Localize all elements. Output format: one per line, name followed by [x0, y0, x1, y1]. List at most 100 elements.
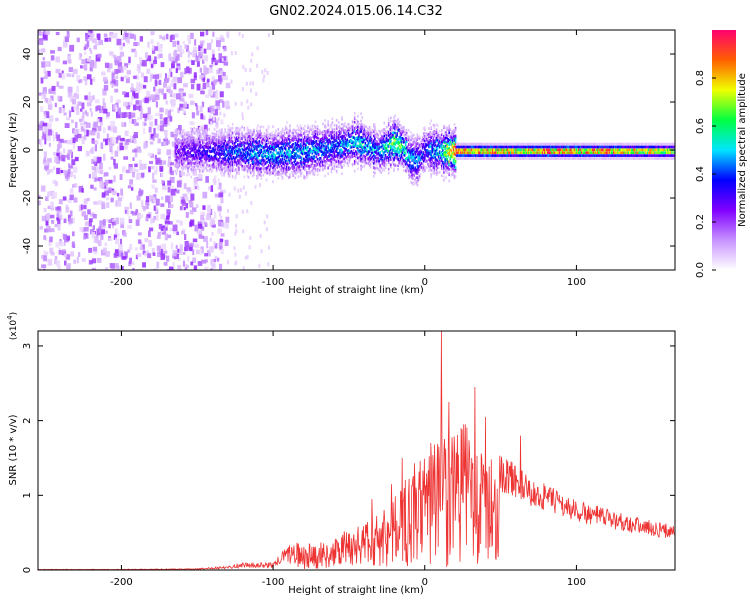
spectrogram-cell [170, 131, 174, 138]
spectrogram-cell [330, 154, 333, 157]
spectrogram-cell [333, 123, 336, 127]
spectrogram-cell [234, 163, 236, 166]
spectrogram-cell [222, 72, 226, 76]
spectrogram-cell [99, 220, 104, 227]
spectrogram-cell [261, 166, 264, 169]
spectrogram-cell [261, 162, 264, 165]
spectrogram-cell [389, 128, 391, 131]
spectrogram-cell [413, 150, 415, 153]
spectrogram-cell [243, 135, 246, 139]
spectrogram-cell [259, 167, 261, 171]
spectrogram-cell [281, 149, 284, 153]
spectrogram-cell [399, 137, 402, 141]
spectrogram-cell [182, 41, 185, 45]
spectrogram-cell [198, 145, 201, 149]
spectrogram-cell [289, 130, 291, 133]
spectrogram-cell [220, 135, 222, 138]
spectrogram-cell [338, 161, 340, 165]
spectrogram-cell [288, 154, 290, 157]
spectrogram-cell [380, 156, 383, 159]
spectrogram-cell [45, 30, 50, 35]
spectrogram-cell [387, 134, 390, 137]
spectrogram-cell [192, 156, 195, 160]
spectrogram-cell [73, 174, 76, 179]
spectrogram-cell [176, 144, 179, 148]
spectrogram-cell [180, 159, 183, 163]
spectrogram-cell [409, 151, 411, 154]
spectrogram-cell [219, 245, 223, 250]
spectrogram-cell [190, 146, 192, 149]
spectrogram-cell [381, 135, 384, 138]
spectrogram-cell [243, 159, 246, 163]
spectrogram-cell [175, 68, 178, 73]
spectrogram-cell [241, 158, 243, 161]
spectrogram-cell [194, 146, 197, 150]
spectrogram-cell [67, 139, 73, 145]
spectrogram-cell [211, 169, 214, 173]
spectrogram-cell [358, 128, 360, 132]
spectrogram-cell [219, 70, 225, 78]
spectrogram-cell [412, 148, 414, 152]
spectrogram-cell [211, 136, 214, 139]
spectrogram-cell [226, 102, 229, 107]
spectrogram-cell [263, 134, 266, 138]
spectrogram-cell [314, 167, 317, 171]
spectrogram-cell [411, 155, 413, 158]
spectrogram-cell [95, 177, 98, 182]
spectrogram-cell [416, 167, 419, 171]
spectrogram-cell [416, 133, 419, 136]
spectrogram-cell [248, 166, 251, 169]
spectrogram-cell [381, 141, 384, 144]
spectrogram-cell [273, 156, 275, 160]
spectrogram-cell [370, 160, 373, 163]
spectrogram-cell [315, 155, 318, 159]
spectrogram-cell [167, 110, 171, 118]
spectrogram-cell [111, 82, 114, 88]
spectrogram-cell [381, 161, 384, 164]
spectrogram-cell [349, 134, 352, 137]
spectrogram-cell [340, 143, 342, 146]
spectrogram-cell [183, 128, 185, 132]
spectrogram-cell [349, 151, 352, 154]
spectrogram-cell [94, 42, 100, 46]
spectrogram-cell [224, 152, 226, 156]
spectrogram-cell [363, 160, 366, 164]
spectrogram-cell [399, 124, 402, 128]
spectrogram-cell [284, 171, 287, 175]
spectrogram-cell [71, 159, 76, 166]
spectrogram-cell [341, 141, 343, 144]
spectrogram-cell [68, 92, 73, 96]
spectrogram-cell [344, 140, 346, 144]
spectrogram-cell [286, 121, 288, 124]
spectrogram-cell [197, 149, 200, 153]
spectrogram-cell [173, 51, 178, 56]
spectrogram-cell [115, 263, 119, 269]
spectrogram-cell [122, 166, 126, 173]
spectrogram-cell [293, 148, 295, 152]
spectrogram-cell [373, 166, 375, 170]
spectrogram-cell [217, 116, 220, 121]
spectrogram-cell [267, 158, 270, 162]
spectrogram-cell [86, 40, 90, 48]
spectrogram-cell [376, 134, 378, 137]
spectrogram-cell [42, 57, 45, 61]
spectrogram-cell [252, 157, 254, 160]
spectrogram-cell [288, 138, 290, 141]
spectrogram-cell [89, 95, 93, 102]
spectrogram-cell [291, 137, 293, 141]
spectrogram-cell [86, 129, 89, 137]
spectrogram-cell [102, 88, 107, 96]
spectrogram-cell [262, 125, 265, 129]
spectrogram-cell [394, 138, 396, 142]
spectrogram-cell [363, 138, 366, 142]
spectrogram-cell [58, 72, 62, 78]
spectrogram-cell [176, 133, 179, 137]
spectrogram-cell [403, 140, 406, 144]
spectrogram-cell [62, 40, 68, 48]
spectrogram-cell [287, 133, 289, 137]
spectrogram-cell [329, 163, 332, 166]
spectrogram-cell [353, 127, 356, 131]
spectrogram-cell [288, 159, 290, 162]
spectrogram-cell [412, 166, 414, 170]
spectrogram-cell [255, 146, 257, 150]
